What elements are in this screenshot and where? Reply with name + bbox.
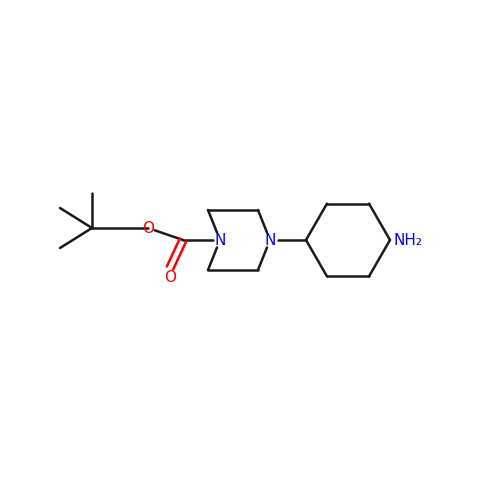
Text: N: N xyxy=(214,232,226,248)
Text: N: N xyxy=(264,232,276,248)
Text: NH₂: NH₂ xyxy=(394,232,423,248)
Text: O: O xyxy=(164,271,176,285)
Text: O: O xyxy=(142,220,154,236)
